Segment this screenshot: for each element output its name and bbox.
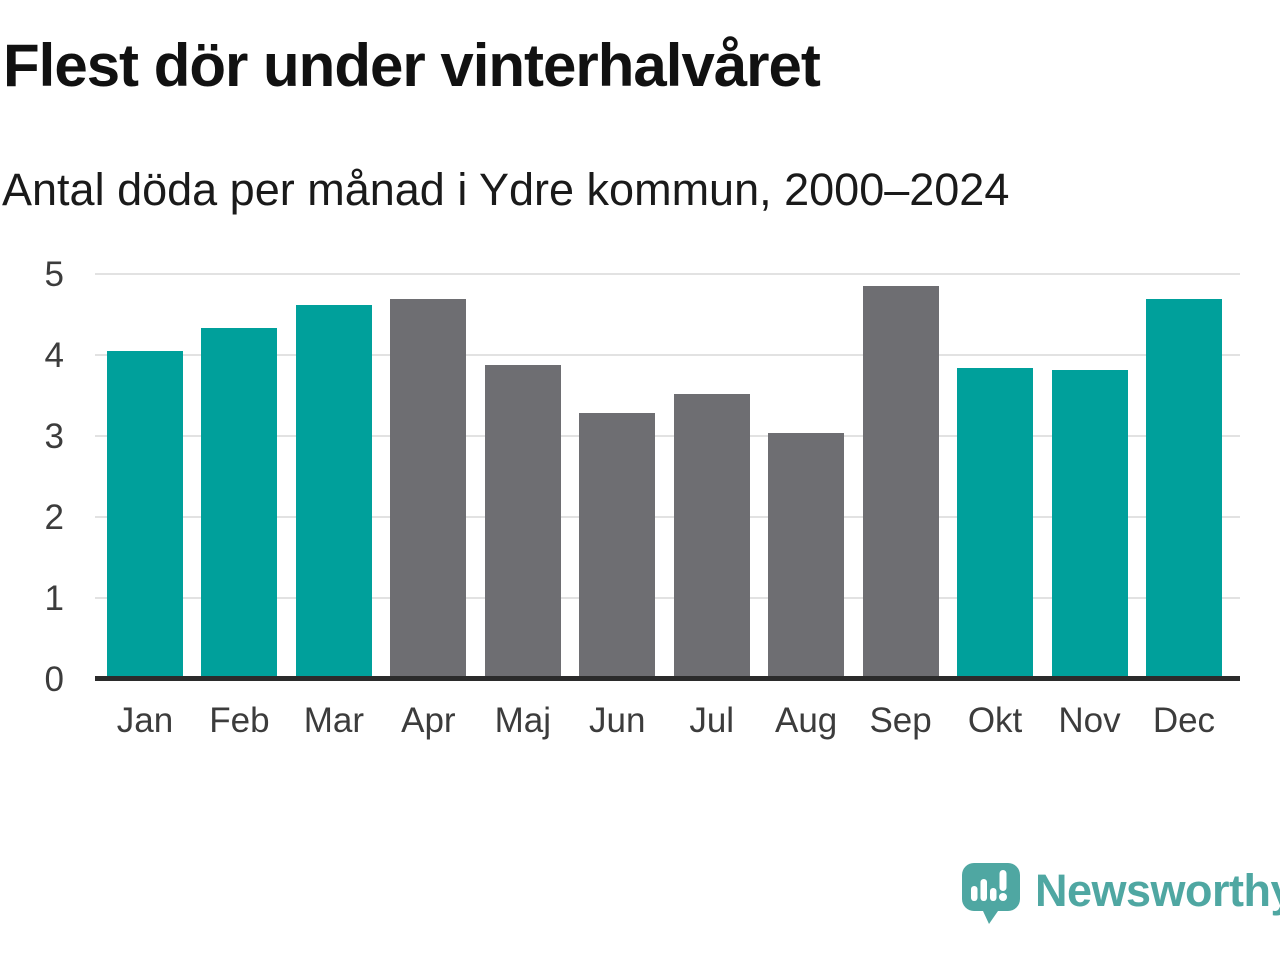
bar-jun <box>579 413 656 679</box>
x-tick-label-feb: Feb <box>209 701 270 740</box>
bar-feb <box>201 328 278 679</box>
gridline-4 <box>95 354 1240 356</box>
chart-title: Flest dör under vinterhalvåret <box>3 32 821 99</box>
x-tick-label-jan: Jan <box>116 701 174 740</box>
bar-maj <box>484 364 561 679</box>
newsworthy-logo-icon <box>962 863 1020 924</box>
chart-subtitle: Antal döda per månad i Ydre kommun, 2000… <box>2 164 1010 215</box>
x-tick-label-maj: Maj <box>494 701 551 740</box>
y-tick-label-0: 0 <box>44 660 64 699</box>
x-axis-tick-labels: Jan Feb Mar Apr Maj Jun Jul Aug Sep Okt Nov Dec <box>95 698 1240 748</box>
y-tick-label-1: 1 <box>44 579 64 618</box>
bar-aug <box>768 432 845 679</box>
x-tick-label-jun: Jun <box>589 701 646 740</box>
x-tick-label-jul: Jul <box>689 701 735 740</box>
y-axis-tick-labels: 0 1 2 3 4 5 <box>0 257 64 697</box>
brand-wordmark: Newsworthy <box>1035 864 1280 916</box>
gridline-5 <box>95 273 1240 275</box>
x-tick-label-nov: Nov <box>1058 701 1121 740</box>
x-tick-label-apr: Apr <box>401 701 456 740</box>
bar-jul <box>673 393 750 679</box>
gridline-2 <box>95 516 1240 518</box>
bar-dec <box>1145 299 1222 679</box>
brand-footer: Newsworthy <box>962 861 1280 927</box>
x-axis-baseline <box>95 676 1240 681</box>
y-tick-label-5: 5 <box>44 255 64 294</box>
y-tick-label-2: 2 <box>44 498 64 537</box>
x-tick-label-sep: Sep <box>869 701 932 740</box>
x-tick-label-mar: Mar <box>303 701 365 740</box>
bar-mar <box>295 304 372 679</box>
bar-sep <box>862 286 939 679</box>
bar-nov <box>1051 370 1128 679</box>
gridline-1 <box>95 597 1240 599</box>
bar-okt <box>957 367 1034 679</box>
x-tick-label-okt: Okt <box>967 701 1023 740</box>
bar-jan <box>107 350 183 679</box>
bar-apr <box>390 299 467 679</box>
y-tick-label-3: 3 <box>44 417 64 456</box>
y-tick-label-4: 4 <box>44 336 64 375</box>
gridline-3 <box>95 435 1240 437</box>
x-tick-label-dec: Dec <box>1152 701 1216 740</box>
plot-area <box>95 273 1240 681</box>
x-tick-label-aug: Aug <box>775 701 838 740</box>
